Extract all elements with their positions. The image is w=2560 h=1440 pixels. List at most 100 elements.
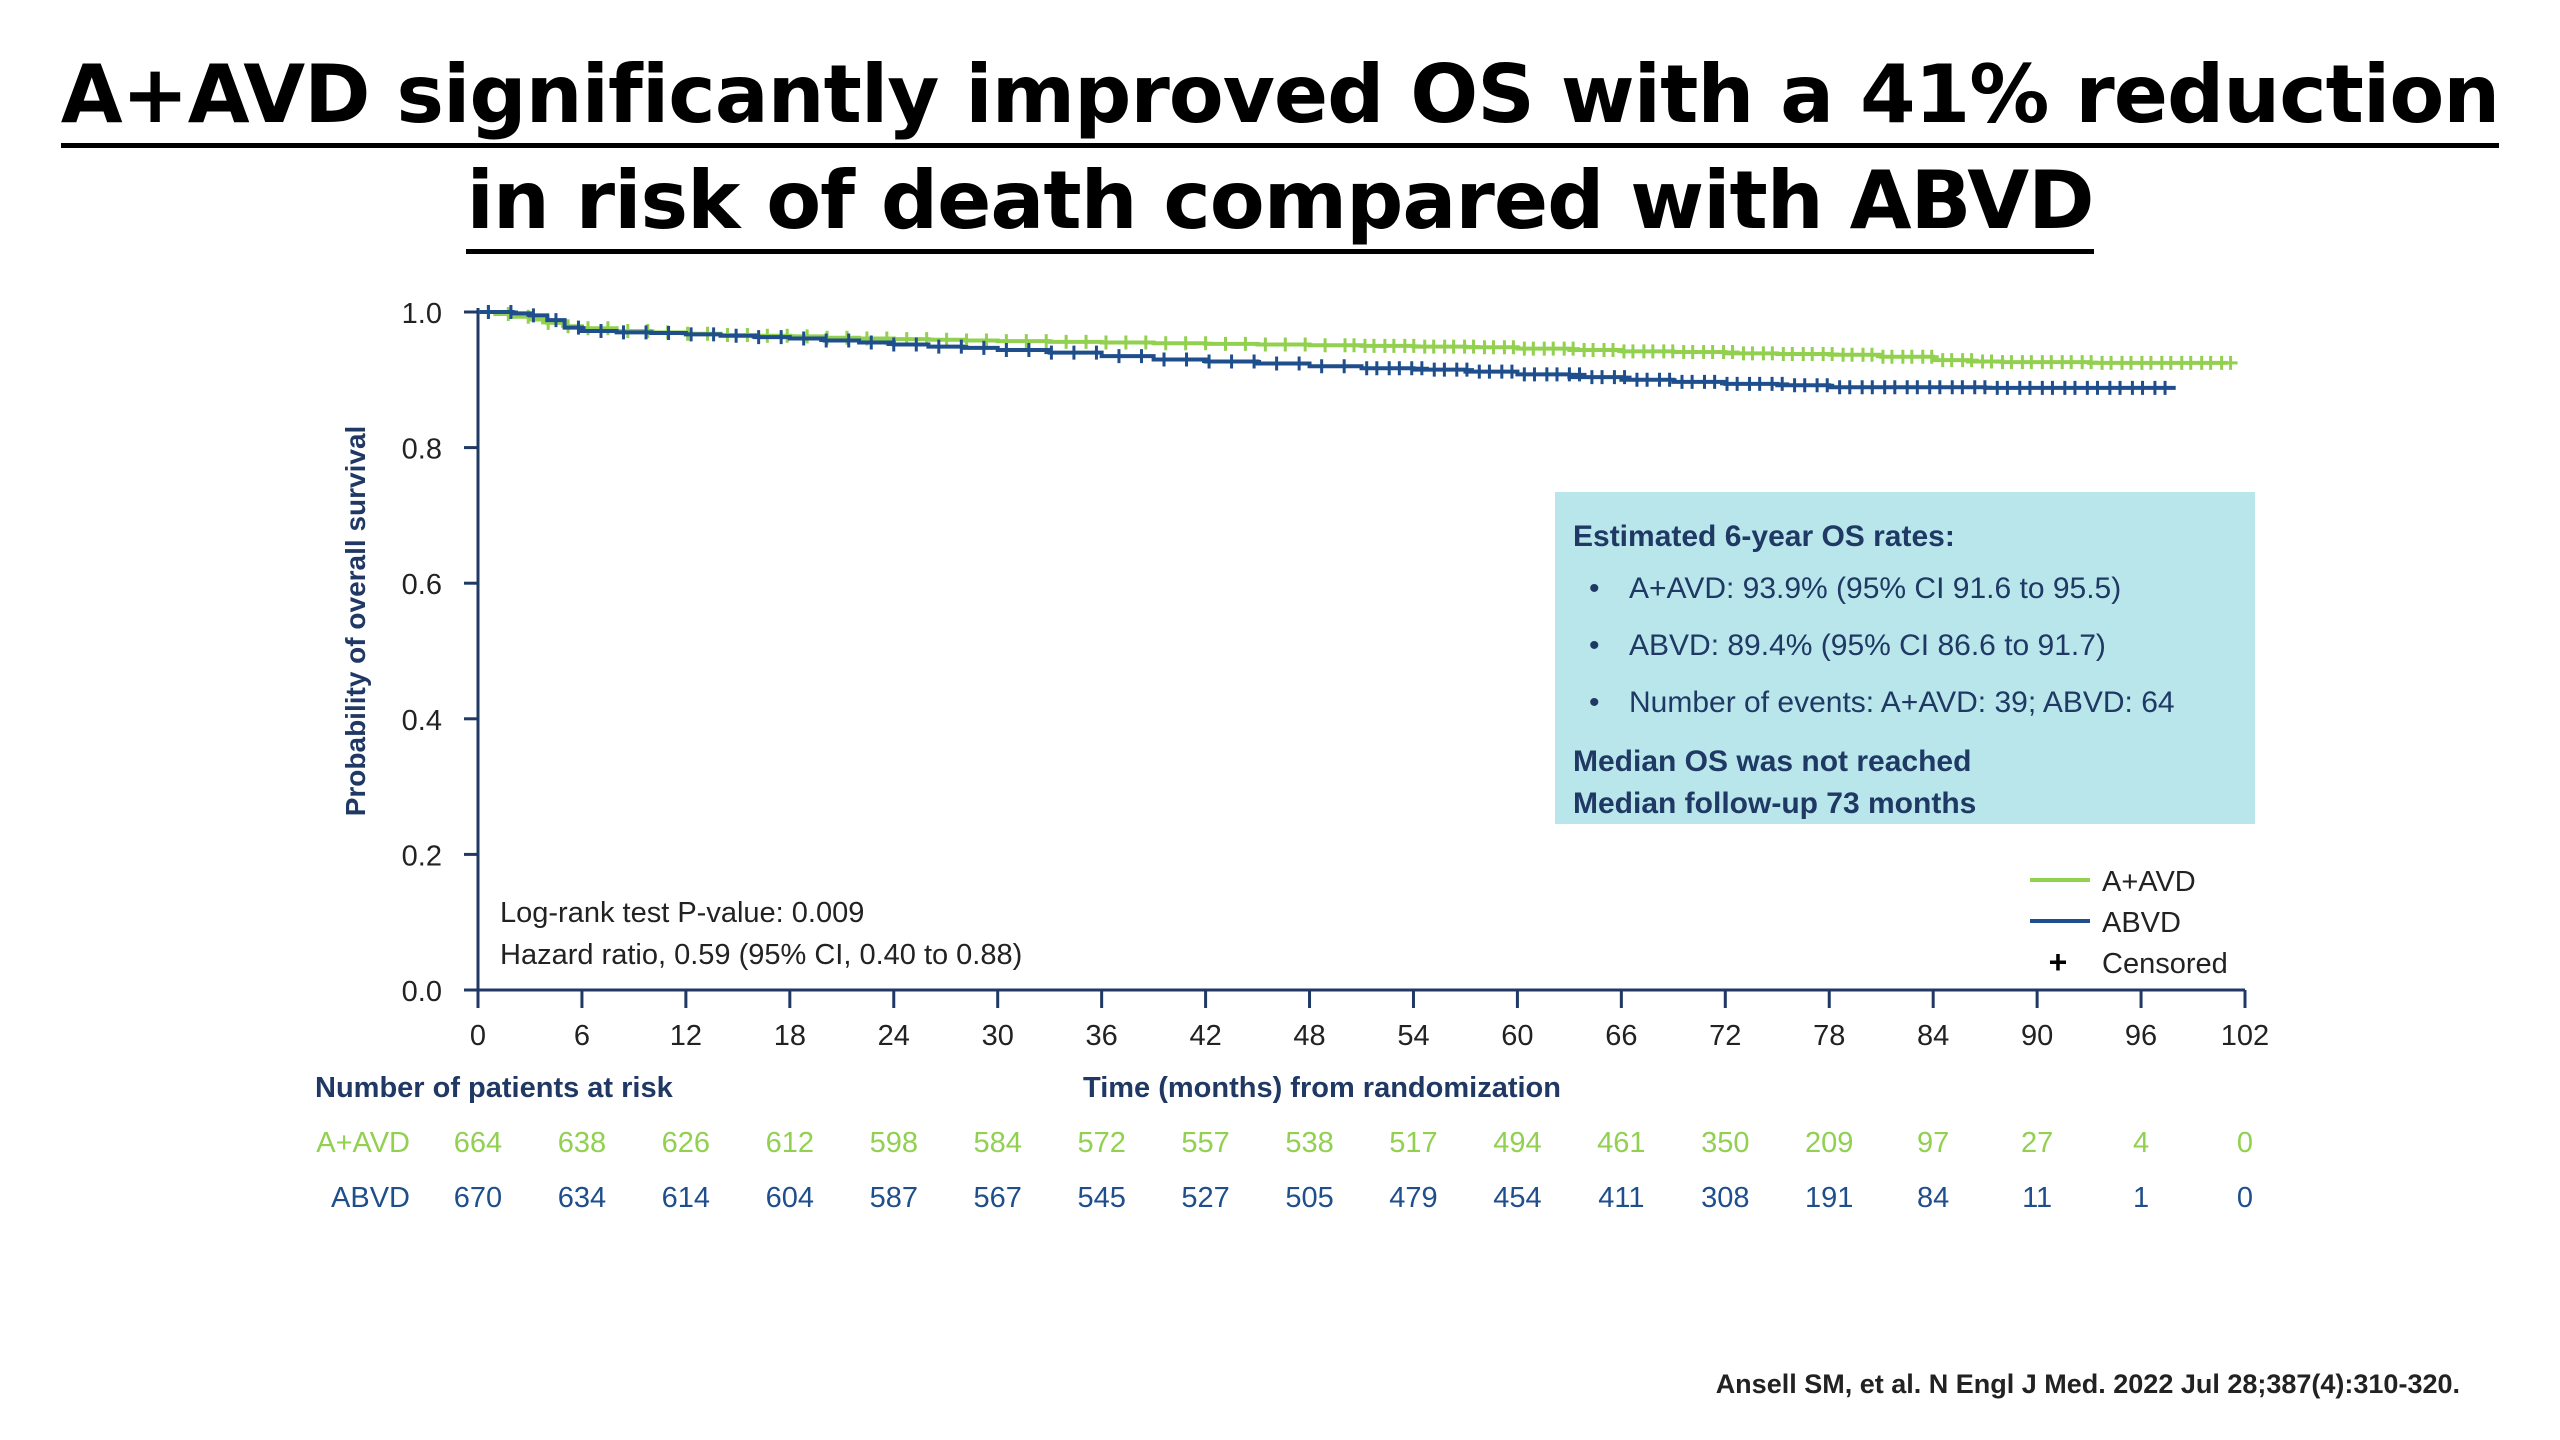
censor-mark: [1059, 334, 1074, 349]
censor-mark: [526, 308, 541, 323]
at-risk-cell: 308: [1701, 1182, 1749, 1214]
censor-mark: [1198, 336, 1213, 351]
x-tick-label: 36: [1086, 1020, 1118, 1052]
at-risk-cell: 0: [2237, 1127, 2253, 1159]
censor-mark: [1482, 364, 1497, 379]
citation: Ansell SM, et al. N Engl J Med. 2022 Jul…: [1715, 1369, 2460, 1399]
censor-mark: [1138, 335, 1153, 350]
censor-mark: [931, 339, 946, 354]
at-risk-cell: 584: [974, 1127, 1022, 1159]
censor-mark: [1089, 345, 1104, 360]
censor-mark: [1318, 338, 1333, 353]
censor-mark: [1258, 337, 1273, 352]
y-axis-label: Probability of overall survival: [340, 426, 371, 817]
legend-label: ABVD: [2102, 907, 2181, 939]
x-tick-label: 84: [1917, 1020, 1949, 1052]
x-tick-label: 54: [1397, 1020, 1429, 1052]
censor-mark: [1039, 334, 1054, 349]
infobox-bullet-aavd: A+AVD: 93.9% (95% CI 91.6 to 95.5): [1573, 570, 2237, 608]
censor-mark: [1314, 359, 1329, 374]
at-risk-cell: 572: [1077, 1127, 1125, 1159]
censor-mark: [1044, 345, 1059, 360]
censor-mark: [706, 327, 721, 342]
censor-mark: [2223, 355, 2238, 370]
x-tick-label: 90: [2021, 1020, 2053, 1052]
censor-mark: [1437, 362, 1452, 377]
x-tick-label: 42: [1189, 1020, 1221, 1052]
at-risk-cell: 27: [2021, 1127, 2053, 1159]
censor-mark: [1527, 367, 1542, 382]
censor-mark: [1066, 345, 1081, 360]
at-risk-cell: 626: [662, 1127, 710, 1159]
censor-mark: [1178, 336, 1193, 351]
censor-mark: [1820, 378, 1835, 393]
censor-mark: [1369, 361, 1384, 376]
censor-mark: [2158, 380, 2173, 395]
censor-mark: [1550, 367, 1564, 382]
censor-marks-abvd: [481, 305, 2173, 395]
at-risk-cell: 587: [870, 1182, 918, 1214]
at-risk-cell: 612: [766, 1127, 814, 1159]
at-risk-cell: 4: [2133, 1127, 2149, 1159]
x-tick-label: 24: [878, 1020, 910, 1052]
x-tick-label: 102: [2221, 1020, 2269, 1052]
censor-mark: [1685, 374, 1700, 389]
censor-mark: [1775, 376, 1790, 391]
os-rates-infobox: Estimated 6-year OS rates: A+AVD: 93.9% …: [1555, 492, 2255, 824]
x-tick-label: 6: [574, 1020, 590, 1052]
censor-mark: [1392, 361, 1407, 376]
censor-mark: [616, 325, 631, 340]
x-axis-label: Time (months) from randomization: [1083, 1072, 1561, 1104]
censor-mark: [839, 330, 854, 345]
at-risk-cell: 517: [1389, 1127, 1437, 1159]
at-risk-cell: 505: [1285, 1182, 1333, 1214]
infobox-median-os: Median OS was not reached: [1573, 745, 1972, 778]
censor-mark: [819, 333, 834, 348]
censor-mark: [1617, 370, 1632, 385]
x-tick-label: 48: [1293, 1020, 1325, 1052]
censor-mark: [1864, 347, 1879, 362]
censor-mark: [886, 337, 901, 352]
censor-mark: [1842, 380, 1857, 395]
at-risk-cell: 454: [1493, 1182, 1541, 1214]
series-line-abvd: [478, 310, 2176, 390]
x-tick-label: 96: [2125, 1020, 2157, 1052]
at-risk-cell: 638: [558, 1127, 606, 1159]
y-tick-label: 1.0: [402, 298, 442, 330]
censor-mark: [1158, 336, 1173, 351]
censor-mark: [1707, 374, 1722, 389]
y-tick-label: 0.6: [402, 569, 442, 601]
censor-mark: [1019, 334, 1034, 349]
censor-mark: [939, 332, 954, 347]
at-risk-cell: 557: [1181, 1127, 1229, 1159]
y-tick-label: 0.2: [402, 840, 442, 872]
infobox-median-followup: Median follow-up 73 months: [1573, 787, 1977, 820]
at-risk-cell: 527: [1181, 1182, 1229, 1214]
censor-mark: [1238, 336, 1253, 351]
censor-mark: [2113, 380, 2128, 395]
censor-mark: [1134, 349, 1149, 364]
censor-mark: [2135, 380, 2150, 395]
at-risk-row-label: ABVD: [331, 1182, 410, 1214]
censor-mark: [841, 333, 856, 348]
censor-mark: [481, 305, 496, 319]
stat-annotation: Log-rank test P-value: 0.009: [500, 897, 864, 929]
censor-mark: [1865, 380, 1880, 395]
censor-mark: [999, 342, 1014, 357]
at-risk-cell: 670: [454, 1182, 502, 1214]
censor-mark: [1932, 380, 1947, 395]
at-risk-title: Number of patients at risk: [315, 1072, 674, 1104]
at-risk-cell: 84: [1917, 1182, 1949, 1214]
censor-mark: [1157, 352, 1172, 367]
at-risk-cell: 0: [2237, 1182, 2253, 1214]
at-risk-cell: 567: [974, 1182, 1022, 1214]
at-risk-cell: 545: [1077, 1182, 1125, 1214]
censor-mark: [593, 323, 608, 338]
censor-mark: [548, 313, 563, 328]
infobox-bullets: A+AVD: 93.9% (95% CI 91.6 to 95.5) ABVD:…: [1573, 570, 2237, 722]
censor-mark: [1224, 354, 1239, 369]
censor-mark: [1797, 378, 1812, 393]
censor-mark: [976, 340, 991, 355]
censor-mark: [661, 326, 676, 341]
